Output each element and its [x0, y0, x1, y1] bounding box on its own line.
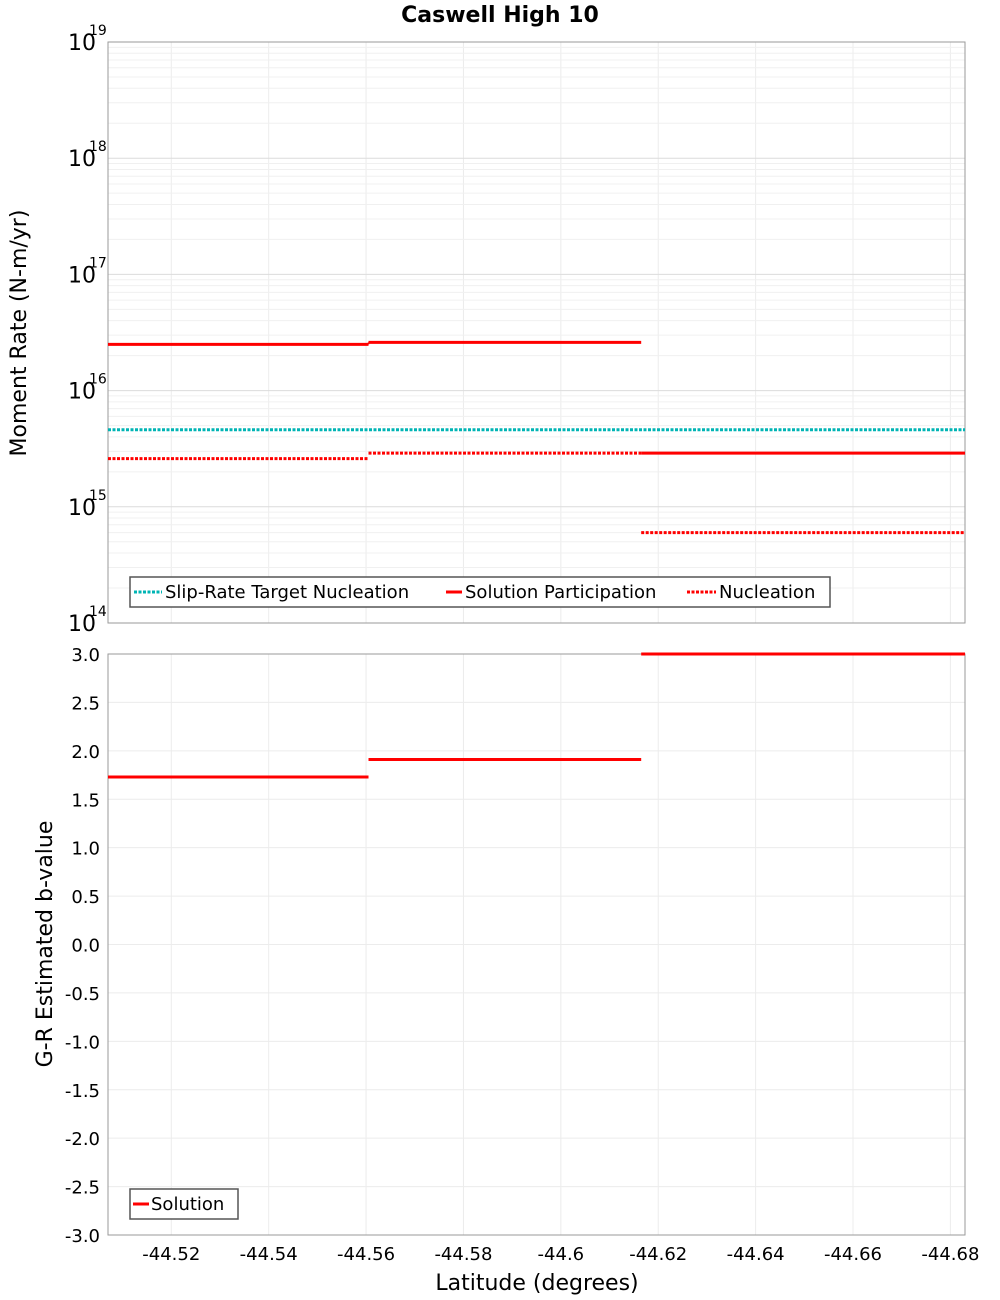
x-tick-label-6: -44.64	[727, 1244, 785, 1265]
x-ticks: -44.52 -44.54 -44.56 -44.58 -44.6 -44.62 -44.6…	[142, 1244, 979, 1265]
bottom-y-tick-label-9: 1.5	[71, 790, 100, 811]
bottom-y-tick-label-3: -1.5	[65, 1081, 100, 1102]
bottom-y-tick-label-12: 3.0	[71, 645, 100, 666]
bottom-y-tick-label-11: 2.5	[71, 693, 100, 714]
legend-label-nucleation: Nucleation	[719, 582, 815, 603]
top-y-tick-exp-0: 14	[89, 604, 107, 620]
x-tick-label-5: -44.62	[629, 1244, 687, 1265]
legend-label-solution: Solution	[151, 1194, 224, 1215]
top-y-tick-exp-2: 16	[89, 372, 107, 388]
bottom-y-tick-label-2: -2.0	[65, 1129, 100, 1150]
top-y-axis-label: Moment Rate (N-m/yr)	[7, 210, 32, 457]
x-tick-label-2: -44.56	[337, 1244, 395, 1265]
bottom-y-tick-label-5: -0.5	[65, 984, 100, 1005]
top-y-tick-base-5: 10	[68, 31, 96, 56]
top-y-tick-exp-1: 15	[89, 488, 107, 504]
x-tick-label-1: -44.54	[240, 1244, 298, 1265]
x-tick-label-4: -44.6	[538, 1244, 585, 1265]
bottom-y-tick-label-10: 2.0	[71, 742, 100, 763]
bottom-y-tick-label-4: -1.0	[65, 1032, 100, 1053]
top-y-tick-exp-3: 17	[89, 255, 107, 271]
bottom-y-tick-label-6: 0.0	[71, 936, 100, 957]
x-tick-label-0: -44.52	[142, 1244, 200, 1265]
bottom-y-ticks: -3.0 -2.5 -2.0 -1.5 -1.0 -0.5 0.0 0.5 1.0 1.5 2.0 2…	[65, 645, 100, 1247]
x-axis-label: Latitude (degrees)	[435, 1271, 638, 1296]
bottom-y-tick-label-8: 1.0	[71, 839, 100, 860]
x-tick-label-8: -44.68	[921, 1244, 979, 1265]
top-y-tick-base-2: 10	[68, 380, 96, 405]
top-legend-box	[129, 576, 831, 608]
top-y-tick-base-4: 10	[68, 147, 96, 172]
top-series	[108, 340, 965, 535]
top-legend: Slip-Rate Target Nucleation Solution Par…	[129, 576, 831, 608]
bottom-legend: Solution	[129, 1188, 239, 1220]
bottom-panel-grid	[108, 653, 965, 1236]
x-tick-label-7: -44.66	[824, 1244, 882, 1265]
bottom-panel-frame	[107, 653, 966, 1236]
legend-label-slip-rate-target: Slip-Rate Target Nucleation	[165, 582, 409, 603]
bottom-y-tick-label-1: -2.5	[65, 1178, 100, 1199]
top-y-tick-base-3: 10	[68, 263, 96, 288]
bottom-y-tick-label-7: 0.5	[71, 887, 100, 908]
chart-title: Caswell High 10	[401, 3, 599, 28]
top-y-tick-exp-5: 19	[89, 23, 107, 39]
top-panel-grid	[108, 41, 965, 624]
legend-label-solution-participation: Solution Participation	[465, 582, 656, 603]
top-y-tick-exp-4: 18	[89, 139, 107, 155]
x-tick-label-3: -44.58	[434, 1244, 492, 1265]
top-y-tick-base-1: 10	[68, 496, 96, 521]
bottom-series	[108, 652, 965, 779]
bottom-y-tick-label-0: -3.0	[65, 1226, 100, 1247]
top-panel-frame	[107, 41, 966, 624]
top-y-tick-base-0: 10	[68, 612, 96, 637]
bottom-y-axis-label: G-R Estimated b-value	[33, 821, 58, 1068]
